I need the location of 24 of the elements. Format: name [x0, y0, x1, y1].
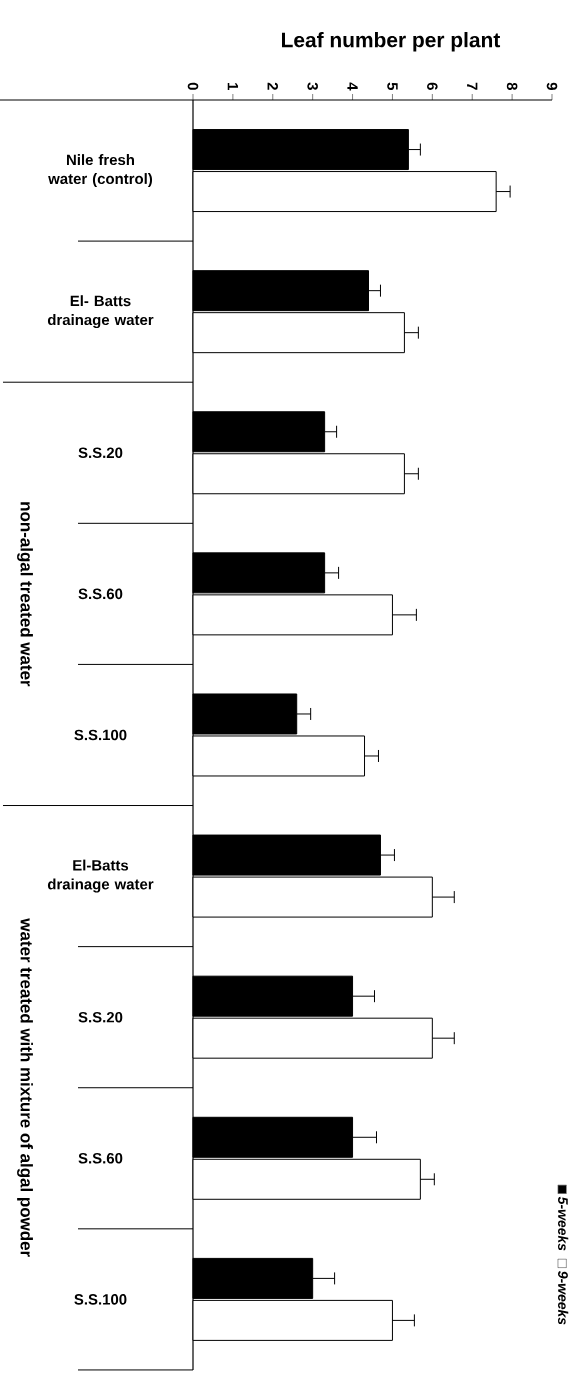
y-tick-label: S.S.100	[74, 1294, 127, 1305]
x-tick-label: 2	[267, 82, 278, 90]
x-tick-label: 0	[187, 82, 199, 90]
y-tick-label: S.S.20	[78, 1011, 123, 1023]
legend-label: 5-weeks	[558, 1196, 569, 1251]
x-tick-label: 7	[467, 82, 478, 90]
x-tick-label: 6	[427, 82, 438, 90]
y-tick-label: S.S.60	[78, 588, 123, 600]
x-axis-title: Leaf number per plant	[282, 31, 501, 52]
y-tick-label: S.S.20	[78, 447, 123, 459]
legend-label: 9-weeks	[558, 1271, 569, 1325]
y-tick-label: Nile fresh water (control)	[48, 154, 153, 187]
x-tick-label: 1	[227, 83, 239, 91]
y-tick-label: S.S.60	[78, 1152, 123, 1164]
x-tick-label: 8	[506, 82, 518, 91]
x-tick-label: 5	[387, 82, 398, 91]
y-tick-label: El-Batts drainage water	[47, 859, 154, 893]
y-tick-label: S.S.100	[74, 729, 127, 741]
x-tick-label: 9	[546, 82, 558, 90]
text: water treated with mixture of algal powder	[17, 918, 33, 1257]
x-tick-label: 3	[307, 82, 318, 90]
text: non-algal treated water	[17, 502, 33, 687]
x-tick-label: 4	[347, 82, 358, 91]
y-tick-label: El- Batts drainage water	[47, 295, 154, 329]
